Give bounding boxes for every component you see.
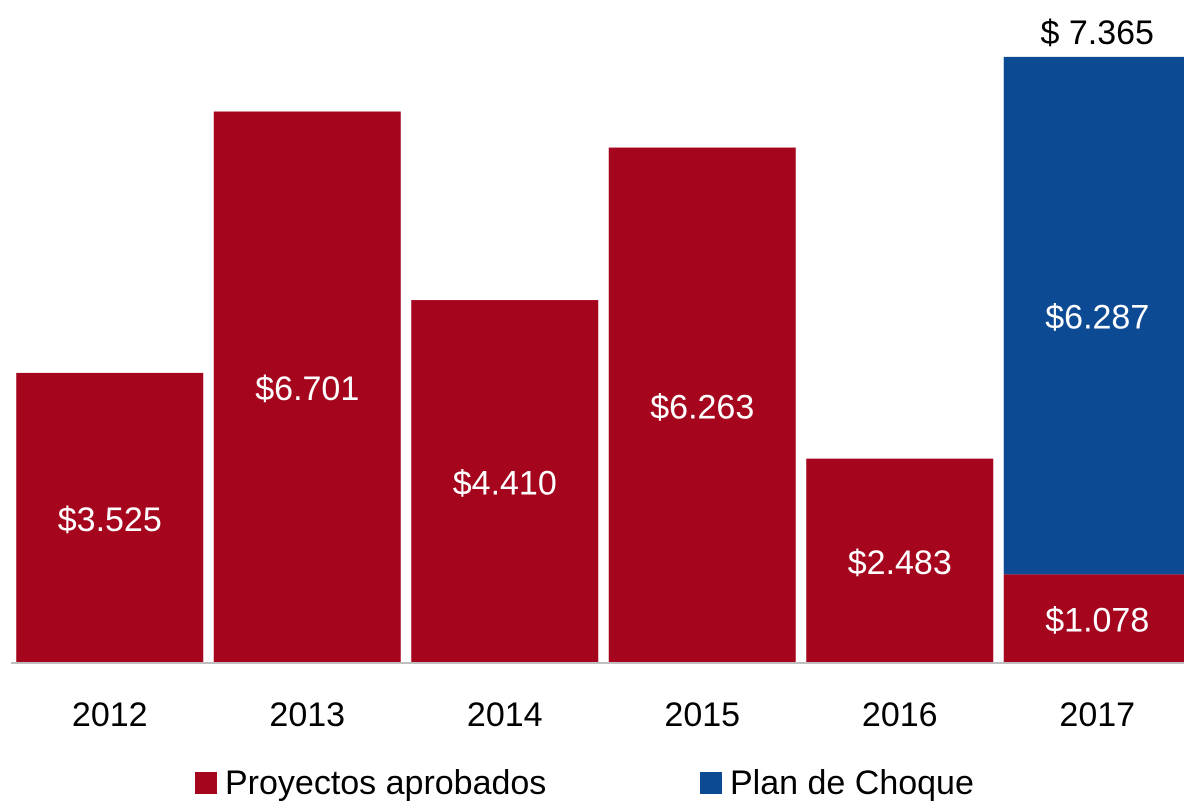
bar-segment — [411, 300, 599, 663]
value-label: $6.701 — [255, 370, 359, 408]
legend-swatch — [195, 772, 217, 794]
x-tick-label: 2014 — [467, 696, 543, 734]
x-tick-label: 2015 — [664, 696, 740, 734]
legend-label: Plan de Choque — [730, 764, 974, 802]
bar-segment — [16, 372, 204, 663]
x-tick-label: 2012 — [72, 696, 148, 734]
bar-segment — [1003, 574, 1184, 663]
value-label: $4.410 — [453, 465, 557, 503]
bar-segment — [213, 111, 401, 663]
legend-swatch — [700, 772, 722, 794]
value-label: $1.078 — [1045, 602, 1149, 640]
x-tick-label: 2013 — [269, 696, 345, 734]
bar-segment — [608, 147, 796, 663]
bar-segment — [1003, 56, 1184, 575]
x-tick-label: 2017 — [1059, 696, 1135, 734]
total-label: $ 7.365 — [1041, 14, 1154, 52]
value-label: $3.525 — [58, 501, 162, 539]
value-label: $6.263 — [650, 388, 754, 426]
x-tick-label: 2016 — [862, 696, 938, 734]
legend-label: Proyectos aprobados — [225, 764, 546, 802]
value-label: $2.483 — [848, 544, 952, 582]
value-label: $6.287 — [1045, 299, 1149, 337]
bar-segment — [806, 458, 994, 663]
